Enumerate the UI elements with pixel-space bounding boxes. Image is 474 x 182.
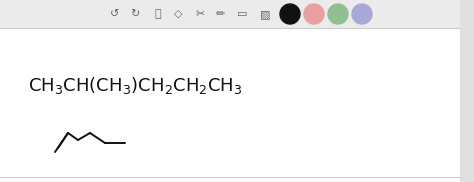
- Text: ✏: ✏: [215, 9, 225, 19]
- Bar: [0, 28, 460, 182]
- Text: ✂: ✂: [195, 9, 205, 19]
- Text: ▨: ▨: [260, 9, 270, 19]
- Text: ↺: ↺: [110, 9, 120, 19]
- Text: ▭: ▭: [237, 9, 247, 19]
- Bar: [460, 0, 474, 182]
- Text: CH$_3$CH(CH$_3$)CH$_2$CH$_2$CH$_3$: CH$_3$CH(CH$_3$)CH$_2$CH$_2$CH$_3$: [28, 74, 243, 96]
- Circle shape: [304, 4, 324, 24]
- Circle shape: [328, 4, 348, 24]
- Circle shape: [280, 4, 300, 24]
- Circle shape: [352, 4, 372, 24]
- Bar: [0, 0, 460, 28]
- Text: ⌖: ⌖: [155, 9, 161, 19]
- Text: ↻: ↻: [130, 9, 140, 19]
- Text: ◇: ◇: [174, 9, 182, 19]
